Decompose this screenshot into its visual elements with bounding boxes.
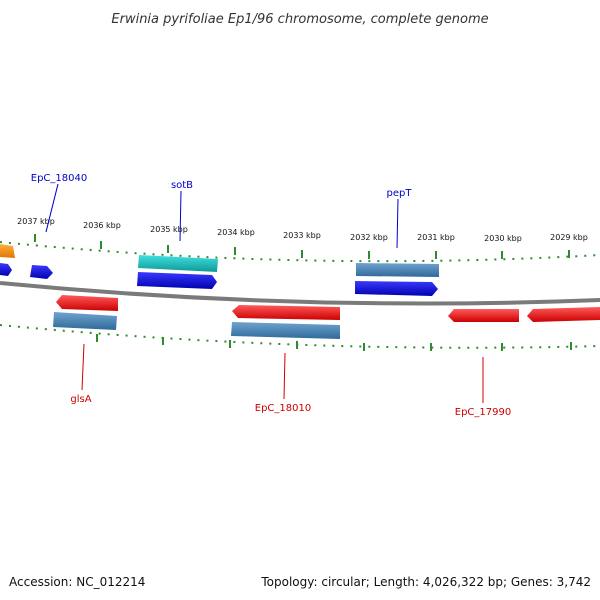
tick-label: 2035 kbp <box>150 225 188 234</box>
label-leader <box>81 343 85 391</box>
upper-minor-ticks <box>0 241 600 263</box>
label-leader <box>283 352 286 400</box>
tick-label: 2029 kbp <box>550 233 588 242</box>
gene-epc18010[interactable] <box>231 322 340 339</box>
gene-label-epc18010[interactable]: EpC_18010 <box>255 403 311 414</box>
lower-tick-track <box>0 324 600 351</box>
gene-red-arrow[interactable] <box>56 295 118 311</box>
gene-red-arrow[interactable] <box>527 307 600 322</box>
tick-label: 2032 kbp <box>350 233 388 242</box>
gene-label-epc18040[interactable]: EpC_18040 <box>31 173 87 184</box>
tick-label: 2033 kbp <box>283 231 321 240</box>
gene-orange[interactable] <box>0 244 15 258</box>
gene-blue-arrow[interactable] <box>0 263 12 276</box>
gene-label-epc17990[interactable]: EpC_17990 <box>455 407 511 418</box>
upper-tick-track <box>0 234 600 263</box>
genome-backbone <box>0 281 600 306</box>
label-leader <box>45 183 59 233</box>
tick-label: 2030 kbp <box>484 234 522 243</box>
map-title: Erwinia pyrifoliae Ep1/96 chromosome, co… <box>111 12 488 27</box>
gene-red-arrow[interactable] <box>232 305 340 320</box>
label-leader <box>396 198 399 249</box>
genome-summary-text: Topology: circular; Length: 4,026,322 bp… <box>260 575 591 589</box>
gene-blue-arrow[interactable] <box>355 281 438 296</box>
tick-label: 2031 kbp <box>417 233 455 242</box>
reverse-strand-genes <box>53 295 600 339</box>
gene-label-sotb[interactable]: sotB <box>171 180 193 191</box>
label-leader <box>179 190 182 242</box>
gene-label-glsa[interactable]: glsA <box>70 394 91 405</box>
gene-label-pept[interactable]: pepT <box>387 188 413 199</box>
gene-labels: EpC_18040 sotB pepT glsA EpC_18010 EpC_1… <box>31 173 511 418</box>
accession-text: Accession: NC_012214 <box>9 575 145 589</box>
forward-strand-genes <box>0 244 439 296</box>
gene-pept[interactable] <box>356 263 439 277</box>
tick-label: 2037 kbp <box>17 217 55 226</box>
tick-label: 2036 kbp <box>83 221 121 230</box>
gene-sotb[interactable] <box>138 255 218 272</box>
tick-label: 2034 kbp <box>217 228 255 237</box>
gene-glsa[interactable] <box>53 312 117 330</box>
tick-labels: 2037 kbp 2036 kbp 2035 kbp 2034 kbp 2033… <box>17 217 588 243</box>
gene-blue-arrow[interactable] <box>30 265 53 279</box>
gene-blue-arrow[interactable] <box>137 272 217 289</box>
gene-epc17990[interactable] <box>448 309 519 322</box>
